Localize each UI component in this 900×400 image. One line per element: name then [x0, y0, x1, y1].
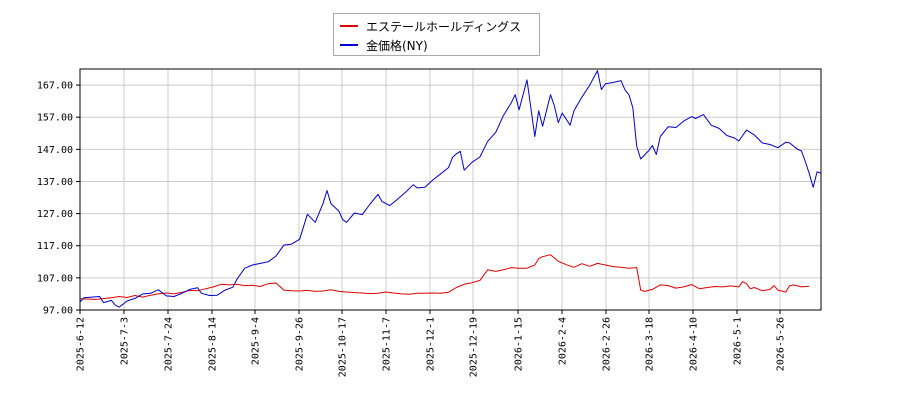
legend-swatch-red: [340, 25, 358, 27]
y-tick-label: 157.00: [37, 113, 73, 124]
legend-swatch-blue: [340, 44, 358, 46]
plot-frame: [79, 68, 822, 311]
x-tick-label: 2025-12-1: [426, 317, 437, 371]
x-tick-label: 2026-5-1: [733, 317, 744, 365]
series-group: [79, 70, 822, 308]
x-tick-label: 2025-11-7: [382, 317, 393, 371]
x-tick-label: 2025-7-24: [164, 317, 175, 371]
x-tick-label: 2025-6-12: [76, 317, 87, 371]
x-tick-label: 2025-9-4: [251, 317, 262, 365]
x-tick-label: 2026-4-10: [689, 317, 700, 371]
y-tick-label: 97.00: [43, 306, 73, 317]
legend-item-2: 金価格(NY): [340, 36, 428, 54]
x-tick-label: 2025-10-17: [338, 317, 349, 377]
legend-label-1: エステールホールディングス: [366, 19, 522, 34]
series-line-gold: [79, 70, 822, 308]
y-tick-label: 137.00: [37, 177, 73, 188]
x-tick-label: 2025-7-3: [120, 317, 131, 365]
x-tick-label: 2026-5-26: [776, 317, 787, 371]
x-axis-ticks: 2025-6-12 2025-7-3 2025-7-24 2025-8-14 2025-…: [76, 310, 787, 377]
y-axis-ticks: 97.00 107.00 117.00 127.00 137.00 147.00 157.0…: [37, 81, 80, 317]
x-tick-label: 2025-9-26: [295, 317, 306, 371]
x-tick-label: 2026-3-18: [645, 317, 656, 371]
y-tick-label: 127.00: [37, 209, 73, 220]
plot-area: [80, 69, 821, 310]
x-tick-label: 2026-2-4: [558, 317, 569, 365]
x-tick-label: 2026-2-26: [602, 317, 613, 371]
y-tick-label: 147.00: [37, 145, 73, 156]
x-tick-label: 2026-1-15: [514, 317, 525, 371]
x-tick-label: 2025-12-19: [469, 317, 480, 377]
legend-label-2: 金価格(NY): [366, 38, 428, 53]
x-tick-label: 2025-8-14: [208, 317, 219, 371]
y-tick-label: 167.00: [37, 81, 73, 92]
legend-item-1: エステールホールディングス: [340, 17, 521, 35]
series-line-estale: [79, 254, 810, 300]
y-tick-label: 117.00: [37, 241, 73, 252]
grid: [79, 69, 821, 311]
legend: エステールホールディングス 金価格(NY): [333, 13, 540, 56]
y-tick-label: 107.00: [37, 273, 73, 284]
